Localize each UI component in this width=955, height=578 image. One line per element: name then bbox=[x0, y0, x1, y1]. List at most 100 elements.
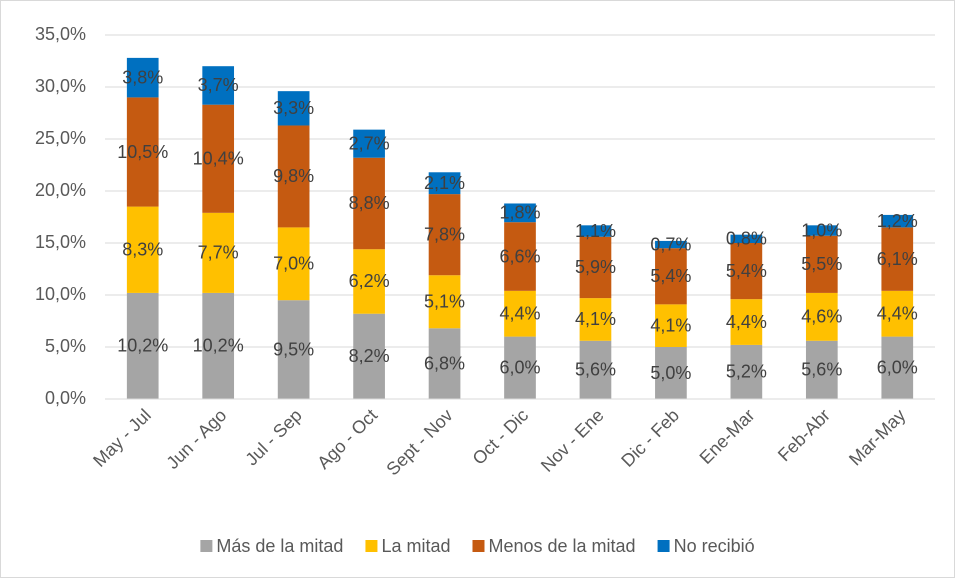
bar-segment bbox=[881, 214, 914, 228]
bar-segment bbox=[655, 240, 687, 249]
data-label: 5,5% bbox=[801, 254, 842, 274]
bar-segment bbox=[277, 300, 310, 399]
data-label: 5,1% bbox=[424, 292, 465, 312]
bar-segment bbox=[805, 235, 838, 293]
bar-segment bbox=[504, 336, 536, 399]
data-label: 9,5% bbox=[273, 339, 314, 359]
data-label: 0,7% bbox=[650, 234, 691, 254]
data-label: 4,4% bbox=[877, 303, 918, 323]
data-label: 8,3% bbox=[122, 240, 163, 260]
bar-segment bbox=[579, 298, 612, 341]
legend-swatch bbox=[200, 540, 213, 552]
y-tick-label: 0,0% bbox=[45, 388, 86, 408]
bar-segment bbox=[730, 344, 763, 399]
bar-segment bbox=[730, 234, 763, 243]
bar-segment bbox=[805, 225, 838, 236]
legend-label: La mitad bbox=[381, 536, 450, 556]
bar-segment bbox=[428, 194, 461, 276]
bar-segment bbox=[202, 212, 235, 293]
data-label: 7,8% bbox=[424, 224, 465, 244]
data-label: 1,0% bbox=[801, 220, 842, 240]
data-label: 10,2% bbox=[193, 336, 244, 356]
bar-segment bbox=[126, 57, 159, 98]
legend-swatch bbox=[472, 540, 485, 552]
bar-segment bbox=[353, 313, 385, 399]
bar-segment bbox=[353, 129, 385, 158]
bar-segment bbox=[428, 172, 461, 195]
data-label: 5,9% bbox=[575, 257, 616, 277]
bar-segment bbox=[881, 336, 914, 399]
legend-swatch bbox=[657, 540, 670, 552]
data-label: 2,7% bbox=[349, 133, 390, 153]
data-label: 8,8% bbox=[349, 193, 390, 213]
y-tick-label: 10,0% bbox=[35, 284, 86, 304]
y-tick-label: 5,0% bbox=[45, 336, 86, 356]
bar-segment bbox=[504, 222, 536, 291]
data-label: 6,0% bbox=[877, 358, 918, 378]
bar-segment bbox=[805, 292, 838, 341]
data-label: 10,5% bbox=[117, 142, 168, 162]
data-label: 5,6% bbox=[575, 360, 616, 380]
legend: Más de la mitad La mitad Menos de la mitad… bbox=[200, 536, 755, 556]
data-label: 10,2% bbox=[117, 336, 168, 356]
data-label: 1,2% bbox=[877, 211, 918, 231]
legend-label: No recibió bbox=[674, 536, 755, 556]
data-label: 4,4% bbox=[726, 312, 767, 332]
data-label: 6,6% bbox=[499, 246, 540, 266]
bar-segment bbox=[655, 248, 687, 305]
bar-segment bbox=[655, 347, 687, 399]
legend-label: Menos de la mitad bbox=[488, 536, 635, 556]
data-label: 6,2% bbox=[349, 271, 390, 291]
bar-segment bbox=[881, 290, 914, 337]
bar-segment bbox=[126, 292, 159, 399]
data-label: 1,1% bbox=[575, 221, 616, 241]
data-label: 4,1% bbox=[575, 309, 616, 329]
data-label: 5,2% bbox=[726, 362, 767, 382]
bar-segment bbox=[353, 249, 385, 314]
y-tick-label: 30,0% bbox=[35, 76, 86, 96]
bar-segment bbox=[805, 340, 838, 399]
data-label: 7,0% bbox=[273, 254, 314, 274]
data-label: 5,6% bbox=[801, 360, 842, 380]
bar-segment bbox=[881, 227, 914, 291]
bar-segment bbox=[579, 236, 612, 299]
bar-segment bbox=[277, 125, 310, 228]
data-label: 5,4% bbox=[650, 266, 691, 286]
data-label: 9,8% bbox=[273, 166, 314, 186]
data-label: 3,7% bbox=[198, 75, 239, 95]
data-label: 4,6% bbox=[801, 307, 842, 327]
y-tick-label: 15,0% bbox=[35, 232, 86, 252]
bar-segment bbox=[202, 292, 235, 399]
y-tick-label: 25,0% bbox=[35, 128, 86, 148]
bar-segment bbox=[428, 275, 461, 329]
bar-segment bbox=[428, 328, 461, 399]
bar-segment bbox=[126, 206, 159, 293]
data-label: 3,8% bbox=[122, 67, 163, 87]
bar-segment bbox=[353, 157, 385, 250]
bar-segment bbox=[579, 340, 612, 399]
data-label: 4,4% bbox=[499, 303, 540, 323]
bar-segment bbox=[504, 203, 536, 223]
bar-segment bbox=[579, 225, 612, 237]
data-label: 2,1% bbox=[424, 173, 465, 193]
data-label: 1,8% bbox=[499, 203, 540, 223]
bar-segment bbox=[202, 104, 235, 213]
bar-segment bbox=[730, 243, 763, 300]
bar-segment bbox=[126, 97, 159, 207]
data-label: 6,0% bbox=[499, 358, 540, 378]
data-label: 10,4% bbox=[193, 149, 244, 169]
data-label: 5,0% bbox=[650, 363, 691, 383]
y-tick-label: 20,0% bbox=[35, 180, 86, 200]
bar-segment bbox=[655, 304, 687, 347]
bar-segment bbox=[277, 91, 310, 126]
legend-label: Más de la mitad bbox=[216, 536, 343, 556]
data-label: 7,7% bbox=[198, 243, 239, 263]
data-label: 8,2% bbox=[349, 346, 390, 366]
bar-segment bbox=[202, 66, 235, 105]
bar-segment bbox=[277, 227, 310, 301]
bar-segment bbox=[730, 299, 763, 345]
bar-segment bbox=[504, 290, 536, 337]
y-tick-label: 35,0% bbox=[35, 24, 86, 44]
